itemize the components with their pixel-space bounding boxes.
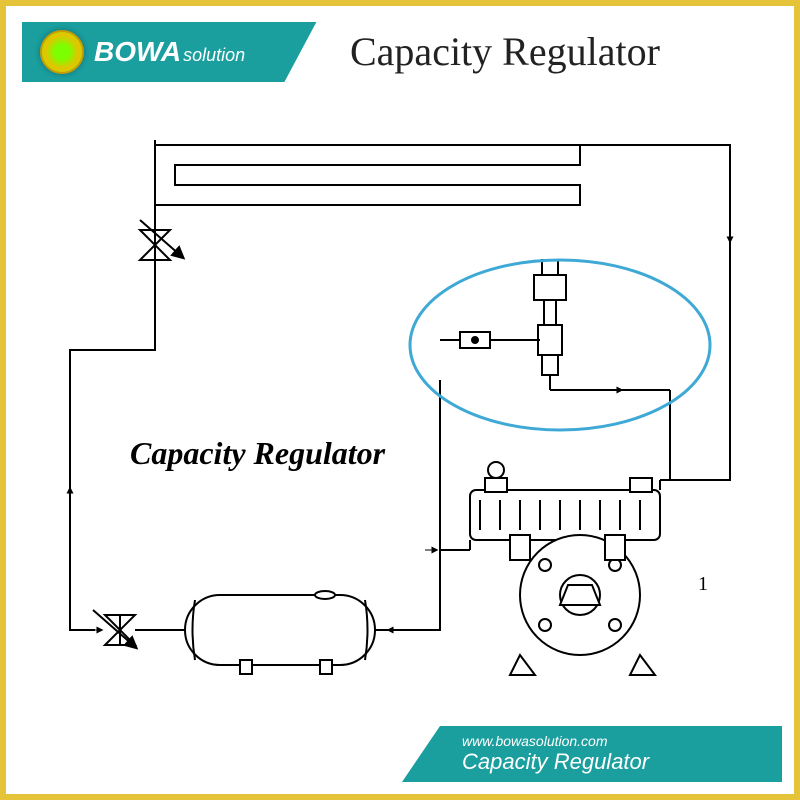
logo-subtext: solution [183,45,245,65]
logo-text: BOWA [94,36,181,67]
coil-left-join [155,140,175,205]
stray-mark: 1 [698,573,708,595]
expansion-valve-top [140,220,180,260]
compressor [470,462,660,675]
footer-title: Capacity Regulator [462,749,782,775]
footer-banner: www.bowasolution.com Capacity Regulator [402,726,782,782]
discharge-line [580,145,730,480]
receiver-tank [185,591,375,674]
diagram-label: Capacity Regulator [130,435,385,472]
logo-block: BOWAsolution [22,22,342,82]
refrigeration-diagram: 1 [40,100,760,700]
expansion-valve-bottom [93,610,135,645]
logo-icon [40,30,84,74]
logo-text-wrap: BOWAsolution [94,36,245,68]
suction-line [375,550,470,630]
page-title: Capacity Regulator [350,28,660,75]
footer-url: www.bowasolution.com [462,733,782,749]
header-banner: BOWAsolution [22,22,342,82]
evaporator-coil [155,145,580,205]
diagram-area: 1 Capacity Regulator [40,100,760,700]
